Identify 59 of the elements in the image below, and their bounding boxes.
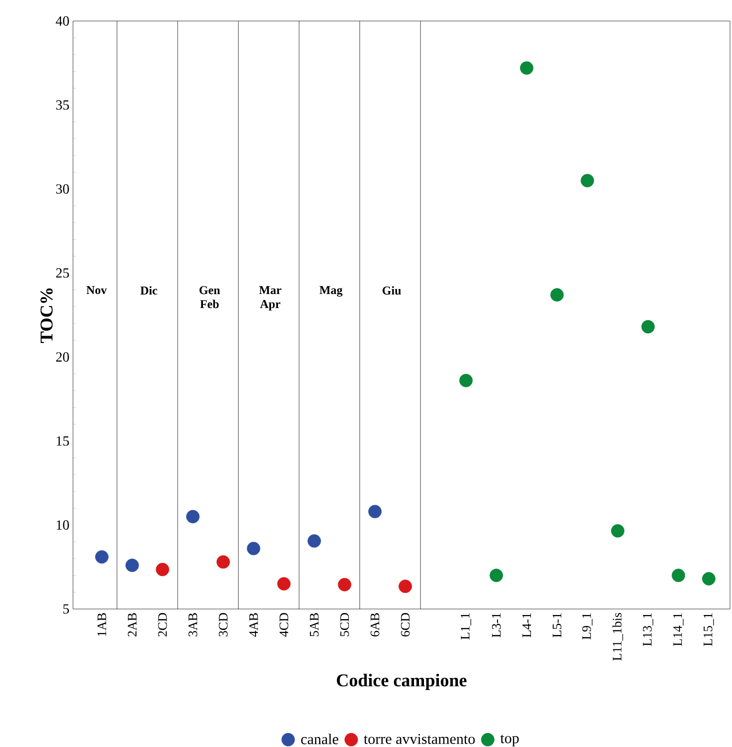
x-tick-label: L13_1	[642, 613, 654, 646]
x-tick-label: 1AB	[98, 613, 106, 636]
point	[308, 534, 321, 548]
point	[216, 555, 230, 569]
x-tick-label: L15_1	[704, 613, 714, 646]
x-tick-label: L4-1	[522, 613, 531, 638]
point	[641, 320, 655, 334]
point	[580, 174, 594, 188]
point	[550, 288, 564, 302]
y-tick-label: 35	[56, 100, 69, 110]
x-tick-label: 3CD	[218, 613, 228, 636]
x-tick-label: 2CD	[158, 613, 167, 636]
annotation: Mag	[320, 286, 342, 297]
x-tick-label: 6AB	[370, 613, 380, 636]
x-tick-label: L9_1	[582, 613, 592, 640]
y-tick-label: 10	[56, 520, 69, 530]
point	[156, 562, 170, 576]
annotation: Nov	[86, 286, 107, 294]
point	[95, 550, 109, 564]
point	[672, 568, 686, 582]
point	[702, 572, 716, 586]
x-tick-label: 5CD	[340, 613, 349, 636]
point	[277, 577, 291, 590]
point	[338, 578, 352, 592]
y-axis-title: TOC%	[40, 288, 53, 343]
x-tick-label: 3AB	[188, 613, 198, 636]
point	[490, 568, 504, 582]
y-tick-label: 25	[56, 268, 69, 278]
x-tick-label: L3-1	[492, 613, 501, 638]
point	[611, 524, 624, 538]
point	[246, 542, 260, 556]
point	[459, 374, 473, 388]
y-tick-label: 15	[56, 436, 69, 446]
annotation: Giu	[382, 286, 401, 295]
y-tick-label: 20	[56, 352, 69, 362]
x-tick-label: 2AB	[128, 613, 136, 636]
y-tick-label: 40	[56, 16, 69, 26]
y-tick-label: 30	[56, 184, 69, 194]
x-tick-label: 4CD	[280, 613, 288, 637]
point	[186, 510, 200, 524]
annotation: Mar Apr	[259, 286, 282, 310]
x-tick-label: 4AB	[249, 613, 258, 637]
x-tick-label: L5-1	[552, 613, 562, 638]
legend-label: torre avvistamento	[364, 734, 475, 744]
x-axis-title: Codice campione	[336, 674, 467, 690]
point	[398, 580, 412, 593]
annotation: Gen Feb	[200, 286, 220, 308]
x-tick-label: L1_1	[460, 613, 472, 640]
annotation: Dic	[140, 286, 158, 295]
x-tick-label: 6CD	[400, 613, 410, 636]
legend-label: top	[500, 734, 519, 746]
point	[368, 504, 382, 518]
legend-label: canale	[301, 734, 338, 744]
x-tick-label: L11_1bis	[612, 612, 624, 661]
y-tick-label: 5	[63, 604, 69, 614]
x-tick-label: L14_1	[673, 613, 684, 646]
point	[126, 558, 139, 572]
x-tick-label: 5AB	[310, 613, 319, 636]
point	[520, 61, 534, 75]
